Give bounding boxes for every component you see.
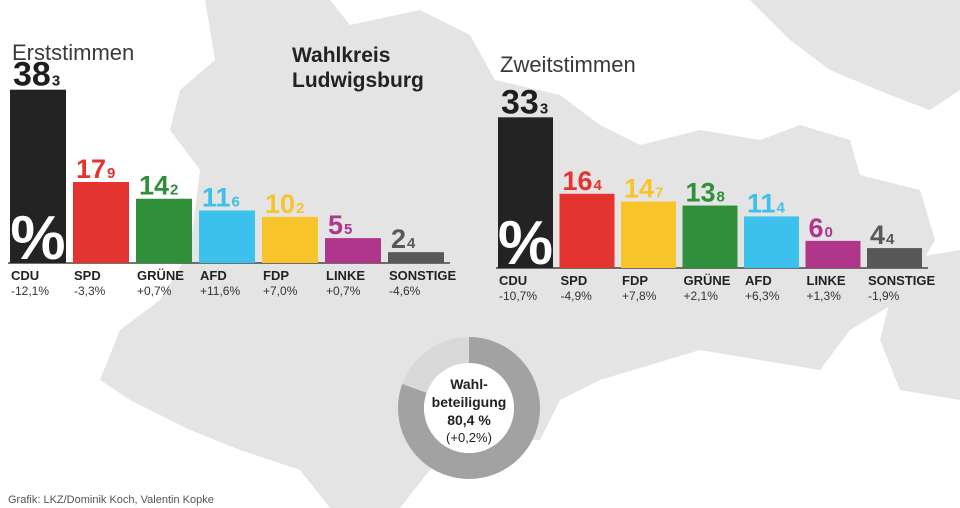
- erst-value-label-gruene: 142: [139, 171, 178, 201]
- erst-bar-gruene: [136, 198, 192, 263]
- zweit-change-label-afd: +6,3%: [745, 289, 780, 303]
- zweit-bar-sonstige: [867, 248, 922, 268]
- zweit-change-label-linke: +1,3%: [807, 289, 842, 303]
- erststimmen-title: Erststimmen: [12, 40, 135, 65]
- zweit-change-label-gruene: +2,1%: [684, 289, 719, 303]
- turnout-donut-chart: [398, 337, 540, 479]
- turnout-change: (+0,2%): [446, 430, 492, 445]
- zweit-change-label-sonstige: -1,9%: [868, 289, 900, 303]
- erst-category-label-sonstige: SONSTIGE: [389, 268, 457, 283]
- erst-bar-fdp: [262, 216, 318, 263]
- zweit-value-label-linke: 60: [809, 213, 833, 243]
- erst-category-label-linke: LINKE: [326, 268, 365, 283]
- erst-change-label-afd: +11,6%: [200, 284, 240, 298]
- zweit-category-label-afd: AFD: [745, 273, 772, 288]
- zweit-change-label-cdu: -10,7%: [499, 289, 537, 303]
- erst-category-label-spd: SPD: [74, 268, 101, 283]
- erst-change-label-gruene: +0,7%: [137, 284, 172, 298]
- erst-category-label-afd: AFD: [200, 268, 227, 283]
- zweit-value-label-cdu: 333: [501, 83, 548, 121]
- zweit-category-label-sonstige: SONSTIGE: [868, 273, 936, 288]
- turnout-label-line2: beteiligung: [431, 394, 507, 410]
- erst-value-label-sonstige: 24: [391, 224, 416, 254]
- zweit-category-label-gruene: GRÜNE: [684, 273, 731, 288]
- zweit-value-label-gruene: 138: [686, 178, 725, 208]
- turnout-donut-center: [424, 363, 514, 453]
- erst-value-label-afd: 116: [202, 183, 240, 213]
- turnout-label-line1: Wahl-: [450, 376, 488, 392]
- erst-value-label-cdu: 383: [13, 56, 60, 94]
- erst-change-label-cdu: -12,1%: [11, 284, 49, 298]
- district-title-line1: Wahlkreis: [292, 44, 391, 67]
- erst-change-label-sonstige: -4,6%: [389, 284, 421, 298]
- zweit-bar-fdp: [621, 201, 676, 268]
- zweit-bar-cdu: [498, 117, 553, 268]
- district-title-line2: Ludwigsburg: [292, 69, 424, 92]
- neighbor-map-outline-right: [880, 250, 960, 400]
- zweit-change-label-fdp: +7,8%: [622, 289, 657, 303]
- erst-bar-cdu: [10, 89, 66, 263]
- zweit-value-label-afd: 114: [747, 188, 786, 218]
- zweit-bar-linke: [805, 240, 861, 268]
- erst-change-label-spd: -3,3%: [74, 284, 106, 298]
- erst-bar-linke: [325, 238, 381, 263]
- turnout-value: 80,4 %: [447, 412, 491, 428]
- erst-bar-spd: [73, 182, 129, 263]
- zweit-bar-gruene: [682, 205, 738, 268]
- graphic-credit: Grafik: LKZ/Dominik Koch, Valentin Kopke: [8, 494, 214, 506]
- erst-value-label-spd: 179: [76, 154, 115, 184]
- zweit-value-label-fdp: 147: [624, 173, 663, 203]
- zweit-value-label-sonstige: 44: [870, 220, 895, 250]
- zweit-category-label-spd: SPD: [561, 273, 588, 288]
- erst-value-label-linke: 55: [328, 210, 352, 240]
- erst-value-label-fdp: 102: [265, 189, 304, 219]
- turnout-donut-share: [398, 337, 540, 479]
- zweit-percent-sign: %: [498, 209, 553, 278]
- zweit-value-label-spd: 164: [563, 166, 603, 196]
- erst-bar-sonstige: [388, 252, 444, 263]
- erst-bar-afd: [199, 210, 255, 263]
- zweitstimmen-title: Zweitstimmen: [500, 52, 636, 77]
- erst-change-label-fdp: +7,0%: [263, 284, 298, 298]
- zweit-bar-spd: [559, 193, 615, 268]
- erst-category-label-fdp: FDP: [263, 268, 289, 283]
- zweit-bar-afd: [744, 216, 799, 268]
- erst-change-label-linke: +0,7%: [326, 284, 361, 298]
- zweit-category-label-cdu: CDU: [499, 273, 527, 288]
- zweit-category-label-linke: LINKE: [807, 273, 846, 288]
- district-title: Wahlkreis Ludwigsburg: [292, 43, 424, 93]
- zweit-change-label-spd: -4,9%: [561, 289, 593, 303]
- neighbor-map-outline: [750, 0, 960, 110]
- erst-percent-sign: %: [10, 204, 65, 273]
- erst-category-label-gruene: GRÜNE: [137, 268, 184, 283]
- zweit-category-label-fdp: FDP: [622, 273, 648, 288]
- erst-category-label-cdu: CDU: [11, 268, 39, 283]
